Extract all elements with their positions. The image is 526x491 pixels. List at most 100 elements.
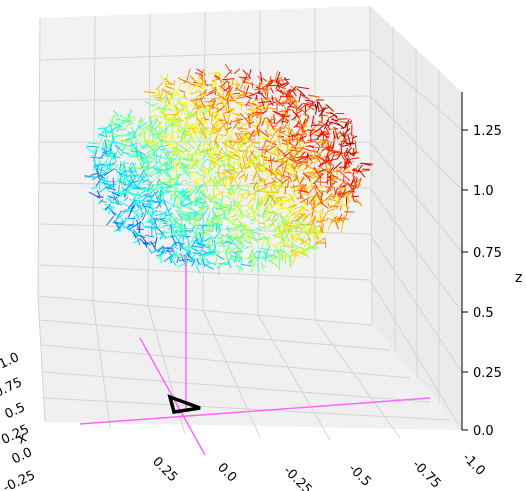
vector-arrow — [259, 247, 271, 251]
vector-arrow — [314, 229, 326, 234]
vector-arrow — [163, 183, 173, 188]
vector-arrow — [179, 137, 185, 144]
vector-arrow — [161, 135, 168, 138]
vector-arrow — [278, 126, 283, 133]
vector-arrow — [182, 190, 189, 198]
vector-arrow — [268, 118, 276, 121]
vector-arrow — [352, 174, 357, 187]
vector-arrow — [174, 104, 180, 111]
vector-arrow — [252, 169, 266, 174]
vector-arrow — [266, 190, 270, 201]
vector-arrow — [163, 146, 168, 152]
vector-arrow — [177, 117, 182, 123]
vector-arrow — [113, 134, 126, 138]
vector-arrow — [161, 230, 170, 234]
vector-arrow — [318, 168, 326, 173]
vector-arrow — [294, 213, 305, 222]
vector-arrow — [126, 178, 131, 191]
vector-arrow — [260, 155, 272, 162]
vector-arrow — [298, 92, 302, 103]
vector-arrow — [104, 203, 111, 211]
vector-arrow — [110, 201, 123, 206]
vector-arrow — [270, 140, 277, 148]
vector-arrow — [148, 114, 157, 119]
grid-line — [415, 48, 418, 379]
vector-arrow — [305, 248, 317, 250]
vector-arrow — [96, 167, 100, 177]
vector-arrow — [264, 250, 269, 262]
vector-arrow — [173, 194, 186, 201]
vector-arrow — [216, 102, 224, 105]
vector-arrow — [261, 215, 268, 219]
vector-arrow — [303, 200, 309, 205]
z-axis-ticks: 1.25 1.0 0.75 0.5 0.25 0.0 — [462, 124, 502, 439]
vector-arrow — [225, 240, 234, 245]
vector-arrow — [198, 153, 205, 157]
vector-arrow — [105, 153, 109, 165]
vector-arrow — [187, 152, 198, 161]
vector-arrow — [221, 212, 227, 221]
vector-arrow — [346, 206, 349, 214]
vector-arrow — [313, 129, 321, 135]
vector-arrow — [315, 141, 321, 147]
vector-arrow — [174, 100, 181, 108]
vector-arrow — [261, 82, 270, 89]
vector-arrow — [118, 171, 124, 183]
vector-arrow — [148, 178, 156, 186]
vector-arrow — [167, 108, 174, 112]
vector-arrow — [112, 160, 117, 166]
vector-arrow — [262, 107, 268, 111]
vector-arrow — [337, 122, 345, 129]
vector-arrow — [146, 184, 156, 193]
vector-arrow — [139, 188, 148, 195]
vector-arrow — [238, 188, 251, 192]
vector-arrow — [312, 195, 318, 203]
vector-arrow — [137, 175, 140, 183]
vector-arrow — [175, 82, 183, 95]
vector-arrow — [262, 155, 265, 167]
vector-arrow — [328, 204, 334, 217]
vector-arrow — [298, 238, 304, 244]
vector-arrow — [249, 107, 256, 114]
vector-arrow — [260, 262, 264, 270]
vector-arrow — [154, 88, 163, 92]
vector-arrow — [283, 119, 291, 130]
vector-arrow — [224, 158, 237, 164]
vector-arrow — [164, 149, 175, 155]
vector-arrow — [246, 159, 256, 170]
y-tick-label: 0.0 — [214, 460, 239, 485]
vector-arrow — [266, 98, 269, 106]
vector-arrow — [275, 115, 286, 125]
vector-arrow — [187, 240, 192, 253]
vector-arrow — [191, 245, 203, 249]
vector-arrow — [203, 106, 209, 119]
vector-arrow — [286, 160, 293, 165]
vector-arrow — [190, 196, 198, 207]
vector-arrow — [88, 191, 101, 199]
vector-arrow — [254, 187, 257, 196]
vector-arrow — [255, 119, 260, 126]
vector-arrow — [231, 234, 239, 244]
vector-arrow — [302, 236, 306, 242]
vector-arrow — [109, 125, 119, 132]
vector-arrow — [201, 224, 205, 235]
vector-arrow — [294, 206, 302, 210]
vector-arrow — [357, 164, 363, 171]
vector-arrow — [307, 129, 313, 132]
vector-arrow — [206, 91, 215, 97]
vector-arrow — [332, 161, 343, 171]
vector-arrow — [300, 222, 311, 227]
vector-arrow — [290, 247, 295, 253]
vector-arrow — [165, 168, 172, 179]
vector-arrow — [301, 203, 307, 215]
vector-arrow — [219, 95, 230, 104]
vector-arrow — [280, 166, 290, 170]
vector-arrow — [248, 69, 252, 76]
vector-arrow — [188, 126, 192, 135]
vector-arrow — [238, 220, 247, 230]
vector-arrow — [261, 97, 265, 110]
vector-arrow — [160, 167, 169, 178]
vector-arrow — [156, 178, 161, 184]
vector-arrow — [277, 132, 284, 141]
vector-arrow — [231, 78, 234, 86]
